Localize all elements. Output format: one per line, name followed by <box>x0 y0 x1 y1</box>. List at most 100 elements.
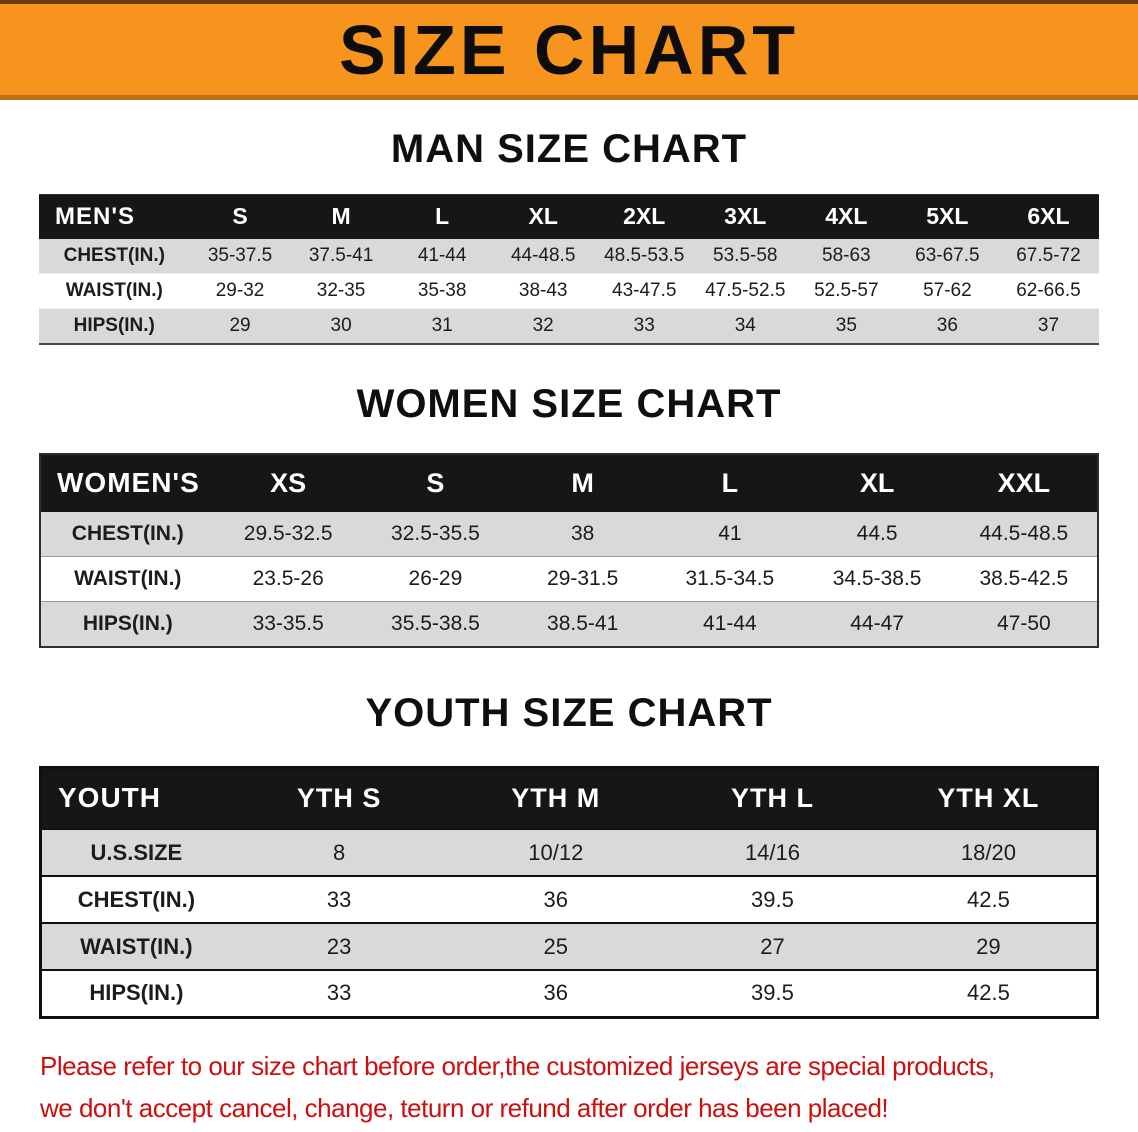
youth-measurement-row: CHEST(IN.) 33 36 39.5 42.5 <box>40 875 1098 923</box>
size-value-cell: 57-62 <box>896 273 998 309</box>
men-size-column-header-1: M <box>290 194 392 239</box>
disclaimer-note: Please refer to our size chart before or… <box>40 1045 1098 1129</box>
size-value-cell: 38 <box>509 511 657 557</box>
size-value-cell: 48.5-53.5 <box>593 238 695 274</box>
row-label: WAIST(IN.) <box>40 556 215 602</box>
size-value-cell: 32-35 <box>290 273 392 309</box>
men-size-column-header-5: 3XL <box>694 194 796 239</box>
size-value-cell: 33 <box>230 969 448 1017</box>
size-value-cell: 35 <box>795 308 897 344</box>
size-value-cell: 29-32 <box>189 273 291 309</box>
size-value-cell: 8 <box>230 828 448 876</box>
disclaimer-line-2: we don't accept cancel, change, teturn o… <box>40 1092 889 1123</box>
youth-size-section: YOUTH SIZE CHART YOUTH YTH S YTH M YTH L YTH… <box>0 690 1138 1019</box>
men-size-column-header-0: S <box>189 194 291 239</box>
size-value-cell: 62-66.5 <box>997 273 1099 309</box>
men-size-column-header-7: 5XL <box>896 194 998 239</box>
size-value-cell: 32 <box>492 308 594 344</box>
row-label: CHEST(IN.) <box>40 875 231 923</box>
banner: SIZE CHART <box>0 0 1138 100</box>
women-table-label: WOMEN'S <box>40 453 215 512</box>
size-value-cell: 29 <box>880 922 1098 970</box>
row-label: HIPS(IN.) <box>40 601 215 647</box>
men-size-table: MEN'S S M L XL 2XL 3XL 4XL 5XL 6XL CHEST(IN.) 35-37… <box>39 194 1099 345</box>
size-value-cell: 44-47 <box>803 601 951 647</box>
size-value-cell: 31.5-34.5 <box>656 556 804 602</box>
row-label: HIPS(IN.) <box>40 969 231 1017</box>
youth-header-row: YOUTH YTH S YTH M YTH L YTH XL <box>40 767 1098 829</box>
size-value-cell: 44-48.5 <box>492 238 594 274</box>
size-value-cell: 47-50 <box>950 601 1098 647</box>
size-value-cell: 34.5-38.5 <box>803 556 951 602</box>
women-header-row: WOMEN'S XS S M L XL XXL <box>40 453 1098 512</box>
size-value-cell: 37 <box>997 308 1099 344</box>
size-value-cell: 35.5-38.5 <box>361 601 510 647</box>
men-header-row: MEN'S S M L XL 2XL 3XL 4XL 5XL 6XL <box>39 194 1099 239</box>
disclaimer-line-1: Please refer to our size chart before or… <box>40 1050 995 1081</box>
size-value-cell: 14/16 <box>664 828 881 876</box>
size-value-cell: 58-63 <box>795 238 897 274</box>
size-value-cell: 34 <box>694 308 796 344</box>
women-size-section: WOMEN SIZE CHART WOMEN'S XS S M L XL XXL CHEST(… <box>0 381 1138 648</box>
size-value-cell: 38-43 <box>492 273 594 309</box>
men-size-section: MAN SIZE CHART MEN'S S M L XL 2XL 3XL 4XL 5XL 6XL… <box>0 126 1138 345</box>
size-value-cell: 25 <box>447 922 665 970</box>
size-value-cell: 27 <box>664 922 881 970</box>
men-table-label: MEN'S <box>39 194 190 239</box>
youth-size-column-header-1: YTH M <box>447 767 665 829</box>
youth-section-heading: YOUTH SIZE CHART <box>365 690 773 735</box>
women-size-column-header-4: XL <box>803 453 951 512</box>
size-value-cell: 31 <box>391 308 493 344</box>
women-measurement-row: WAIST(IN.) 23.5-26 26-29 29-31.5 31.5-34.5 34… <box>40 556 1098 602</box>
men-size-column-header-3: XL <box>492 194 594 239</box>
women-size-table: WOMEN'S XS S M L XL XXL CHEST(IN.) 29.5-32.5 32.5… <box>39 452 1099 648</box>
size-value-cell: 38.5-42.5 <box>950 556 1098 602</box>
row-label: WAIST(IN.) <box>39 273 190 309</box>
size-value-cell: 32.5-35.5 <box>361 511 510 557</box>
size-value-cell: 47.5-52.5 <box>694 273 796 309</box>
size-value-cell: 35-37.5 <box>189 238 291 274</box>
size-value-cell: 41 <box>656 511 804 557</box>
size-value-cell: 36 <box>447 969 665 1017</box>
row-label: U.S.SIZE <box>40 828 231 876</box>
size-value-cell: 29-31.5 <box>509 556 657 602</box>
size-value-cell: 33-35.5 <box>214 601 362 647</box>
size-value-cell: 42.5 <box>880 875 1098 923</box>
size-value-cell: 10/12 <box>447 828 665 876</box>
youth-measurement-row: U.S.SIZE 8 10/12 14/16 18/20 <box>40 828 1098 876</box>
youth-size-column-header-2: YTH L <box>664 767 881 829</box>
size-value-cell: 29 <box>189 308 291 344</box>
size-value-cell: 26-29 <box>361 556 510 602</box>
size-value-cell: 38.5-41 <box>509 601 657 647</box>
size-value-cell: 36 <box>447 875 665 923</box>
size-value-cell: 18/20 <box>880 828 1098 876</box>
size-value-cell: 39.5 <box>664 969 881 1017</box>
size-value-cell: 23.5-26 <box>214 556 362 602</box>
size-value-cell: 29.5-32.5 <box>214 511 362 557</box>
men-size-column-header-2: L <box>391 194 493 239</box>
men-size-column-header-6: 4XL <box>795 194 897 239</box>
women-section-heading: WOMEN SIZE CHART <box>356 381 782 426</box>
size-value-cell: 44.5-48.5 <box>950 511 1098 557</box>
youth-table-label: YOUTH <box>40 767 231 829</box>
size-value-cell: 44.5 <box>803 511 951 557</box>
size-value-cell: 63-67.5 <box>896 238 998 274</box>
youth-size-column-header-0: YTH S <box>230 767 448 829</box>
size-value-cell: 53.5-58 <box>694 238 796 274</box>
women-size-column-header-0: XS <box>214 453 362 512</box>
size-value-cell: 30 <box>290 308 392 344</box>
youth-size-column-header-3: YTH XL <box>880 767 1098 829</box>
youth-measurement-row: HIPS(IN.) 33 36 39.5 42.5 <box>40 969 1098 1017</box>
youth-size-table: YOUTH YTH S YTH M YTH L YTH XL U.S.SIZE 8 10/12… <box>39 765 1099 1019</box>
women-size-column-header-3: L <box>656 453 804 512</box>
men-measurement-row: WAIST(IN.) 29-32 32-35 35-38 38-43 43-47.5 47.… <box>39 273 1099 309</box>
size-value-cell: 23 <box>230 922 448 970</box>
page-title: SIZE CHART <box>339 10 799 89</box>
row-label: CHEST(IN.) <box>40 511 215 557</box>
size-value-cell: 67.5-72 <box>997 238 1099 274</box>
women-size-column-header-5: XXL <box>950 453 1098 512</box>
size-value-cell: 37.5-41 <box>290 238 392 274</box>
men-section-heading: MAN SIZE CHART <box>390 127 748 171</box>
size-value-cell: 33 <box>230 875 448 923</box>
